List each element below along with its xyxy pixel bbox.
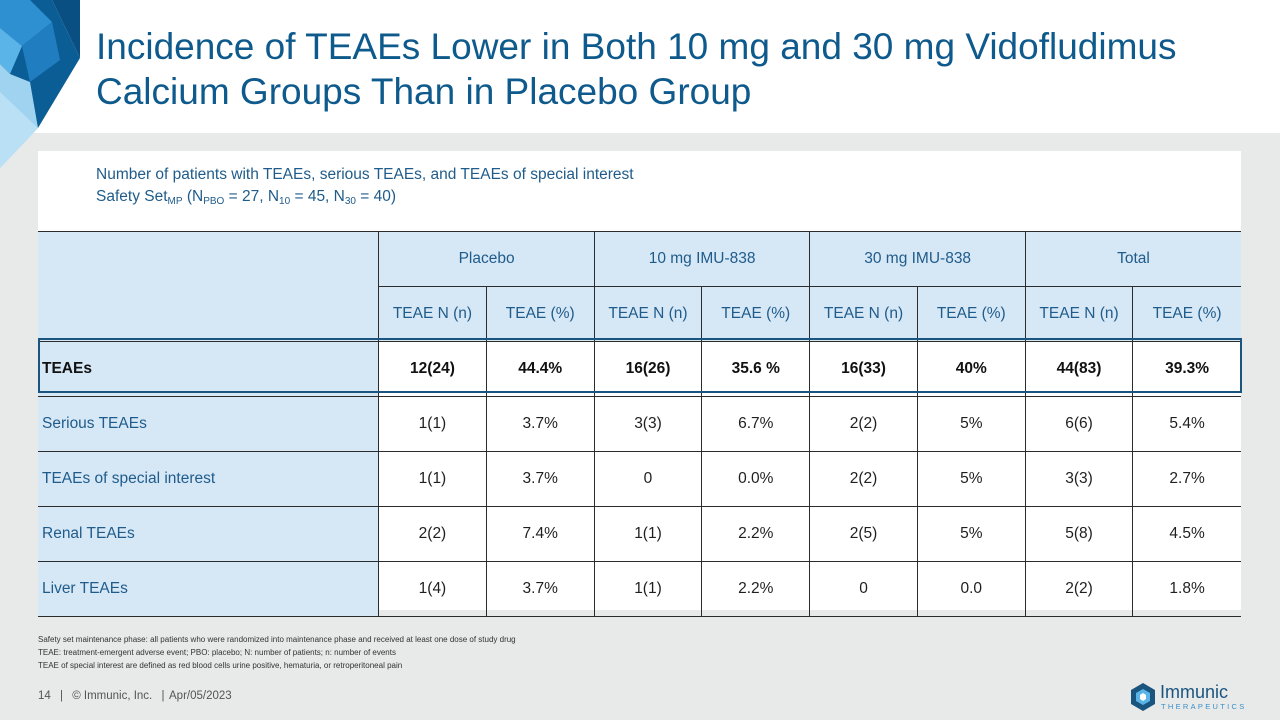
- table-cell: 2.7%: [1132, 451, 1241, 507]
- subheader-cell: TEAE (%): [1132, 286, 1241, 342]
- table-cell: 4.5%: [1132, 506, 1241, 562]
- group-header-placebo: Placebo: [378, 231, 595, 287]
- table-cell: 44.4%: [485, 341, 595, 397]
- table-cell: 16(26): [593, 341, 703, 397]
- footnote: TEAE of special interest are defined as …: [38, 661, 403, 670]
- table-cell: 1(4): [378, 561, 487, 617]
- table-cell: 16(33): [809, 341, 918, 397]
- table-cell: 0: [809, 561, 918, 617]
- table-cell: 35.6 %: [701, 341, 811, 397]
- table-cell: 2(5): [809, 506, 918, 562]
- slide-footer: 14 | © Immunic, Inc. | Apr/05/2023: [38, 690, 232, 702]
- table-cell: 2(2): [809, 451, 918, 507]
- table-cell: 12(24): [378, 341, 487, 397]
- table-cell: 0.0%: [701, 451, 811, 507]
- subheader-cell: TEAE N (n): [593, 286, 703, 342]
- footer-separator: |: [60, 690, 63, 702]
- table-cell: 2(2): [1024, 561, 1134, 617]
- table-cell: 1(1): [593, 561, 703, 617]
- footer-background: [0, 677, 1280, 720]
- immunic-logo-icon: [1131, 683, 1155, 711]
- footnotes: Safety set maintenance phase: all patien…: [38, 633, 516, 672]
- subheader-cell: TEAE (%): [701, 286, 811, 342]
- header-blank-cell: [38, 231, 380, 342]
- table-cell: 5%: [916, 451, 1026, 507]
- group-header-10mg: 10 mg IMU-838: [593, 231, 811, 287]
- table-cell: 44(83): [1024, 341, 1134, 397]
- row-label: Serious TEAEs: [38, 396, 380, 452]
- table-cell: 5%: [916, 396, 1026, 452]
- table-cell: 1(1): [378, 451, 487, 507]
- table-subtitle: Number of patients with TEAEs, serious T…: [96, 164, 634, 208]
- subheader-cell: TEAE N (n): [378, 286, 487, 342]
- logo-tagline: THERAPEUTICS: [1161, 702, 1247, 711]
- footnote: Safety set maintenance phase: all patien…: [38, 635, 516, 644]
- subheader-cell: TEAE N (n): [1024, 286, 1134, 342]
- subtitle-line: Number of patients with TEAEs, serious T…: [96, 166, 634, 183]
- table-cell: 5.4%: [1132, 396, 1241, 452]
- table-cell: 2.2%: [701, 561, 811, 617]
- corner-decoration: [0, 0, 80, 168]
- table-cell: 1(1): [378, 396, 487, 452]
- table-cell: 0: [593, 451, 703, 507]
- table-cell: 5(8): [1024, 506, 1134, 562]
- subheader-cell: TEAE (%): [485, 286, 595, 342]
- footer-date: Apr/05/2023: [169, 690, 232, 702]
- table-row-special-interest: TEAEs of special interest 1(1) 3.7% 0 0.…: [38, 451, 1241, 507]
- table-cell: 5%: [916, 506, 1026, 562]
- table-cell: 6.7%: [701, 396, 811, 452]
- table-cell: 3(3): [593, 396, 703, 452]
- safety-set-line: Safety SetMP (NPBO = 27, N10 = 45, N30 =…: [96, 188, 397, 207]
- table-cell: 3.7%: [485, 396, 595, 452]
- subheader-cell: TEAE (%): [916, 286, 1026, 342]
- row-label: TEAEs of special interest: [38, 451, 380, 507]
- row-label: Renal TEAEs: [38, 506, 380, 562]
- slide-title: Incidence of TEAEs Lower in Both 10 mg a…: [96, 26, 1177, 112]
- table-cell: 3.7%: [485, 451, 595, 507]
- page-number: 14: [38, 690, 51, 702]
- teae-table: Placebo 10 mg IMU-838 30 mg IMU-838 Tota…: [38, 231, 1241, 617]
- table-cell: 3.7%: [485, 561, 595, 617]
- table-cell: 1.8%: [1132, 561, 1241, 617]
- table-row-liver: Liver TEAEs 1(4) 3.7% 1(1) 2.2% 0 0.0 2(…: [38, 561, 1241, 617]
- logo-name: Immunic: [1160, 682, 1229, 702]
- table-cell: 3(3): [1024, 451, 1134, 507]
- table-row-teaes: TEAEs 12(24) 44.4% 16(26) 35.6 % 16(33) …: [38, 341, 1241, 397]
- table-row-serious: Serious TEAEs 1(1) 3.7% 3(3) 6.7% 2(2) 5…: [38, 396, 1241, 452]
- table-cell: 2.2%: [701, 506, 811, 562]
- copyright: © Immunic, Inc.: [72, 690, 153, 702]
- group-header-total: Total: [1024, 231, 1241, 287]
- row-label: Liver TEAEs: [38, 561, 380, 617]
- table-cell: 7.4%: [485, 506, 595, 562]
- footnote: TEAE: treatment-emergent adverse event; …: [38, 648, 396, 657]
- table-cell: 2(2): [378, 506, 487, 562]
- subheader-cell: TEAE N (n): [809, 286, 918, 342]
- table-cell: 0.0: [916, 561, 1026, 617]
- table-cell: 2(2): [809, 396, 918, 452]
- table-cell: 1(1): [593, 506, 703, 562]
- footer-separator: |: [161, 690, 165, 702]
- table-cell: 39.3%: [1132, 341, 1241, 397]
- table-cell: 6(6): [1024, 396, 1134, 452]
- table-cell: 40%: [916, 341, 1026, 397]
- table-row-renal: Renal TEAEs 2(2) 7.4% 1(1) 2.2% 2(5) 5% …: [38, 506, 1241, 562]
- row-label: TEAEs: [38, 341, 380, 397]
- group-header-30mg: 30 mg IMU-838: [809, 231, 1026, 287]
